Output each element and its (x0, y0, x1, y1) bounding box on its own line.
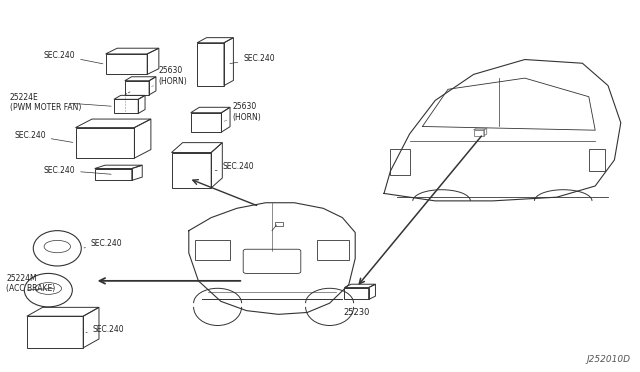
Bar (317, 240, 349, 260)
Text: SEC.240: SEC.240 (215, 162, 254, 171)
Text: 25224E
(PWM MOTER FAN): 25224E (PWM MOTER FAN) (10, 93, 81, 112)
Text: SEC.240: SEC.240 (84, 238, 122, 248)
Text: 25630
(HORN): 25630 (HORN) (152, 66, 188, 87)
Bar (390, 149, 410, 175)
Text: SEC.240: SEC.240 (230, 54, 275, 64)
Text: SEC.240: SEC.240 (14, 131, 73, 142)
Text: SEC.240: SEC.240 (44, 166, 111, 174)
Bar (195, 240, 230, 260)
Bar (589, 149, 605, 171)
Text: J252010D: J252010D (586, 355, 630, 364)
Text: 25224M
(ACC BRAKE): 25224M (ACC BRAKE) (6, 274, 56, 293)
Text: 25630
(HORN): 25630 (HORN) (224, 102, 261, 122)
Text: SEC.240: SEC.240 (86, 325, 124, 334)
Text: SEC.240: SEC.240 (44, 51, 103, 64)
Bar (275, 222, 283, 226)
Text: 25230: 25230 (343, 308, 370, 317)
